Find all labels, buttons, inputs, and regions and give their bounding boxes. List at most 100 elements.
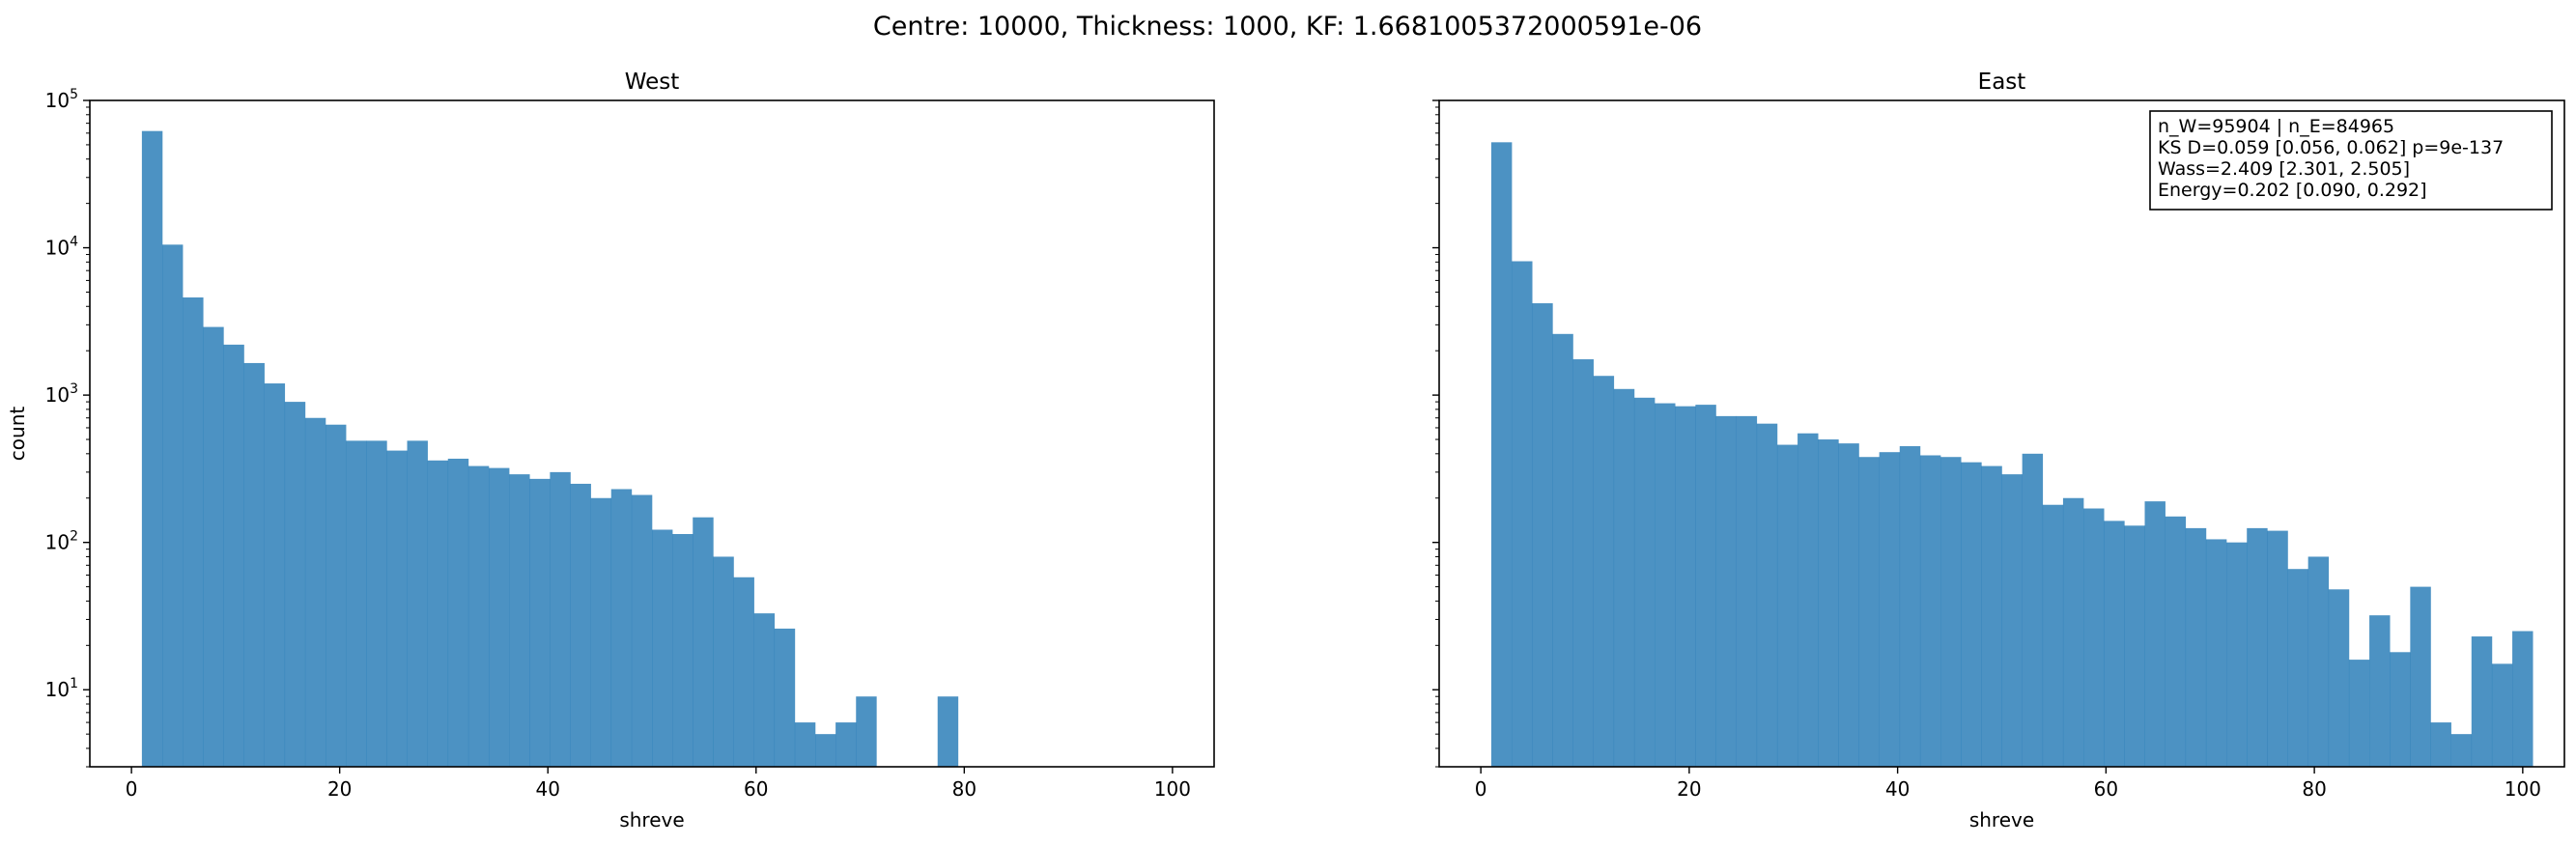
- x-axis-label: shreve: [1969, 808, 2034, 831]
- histogram-bar: [550, 471, 571, 767]
- histogram-bar: [264, 383, 286, 767]
- histogram-bar: [693, 517, 714, 767]
- histogram-bar: [2062, 497, 2084, 767]
- x-tick-label: 80: [2302, 777, 2326, 801]
- histogram-bar: [1675, 406, 1696, 767]
- histogram-bar: [2001, 474, 2023, 767]
- histogram-bar: [2267, 530, 2288, 767]
- x-tick-label: 80: [952, 777, 977, 801]
- histogram-bar: [1633, 397, 1656, 767]
- histogram-bar: [672, 533, 694, 767]
- axes-title: East: [1978, 70, 2026, 95]
- histogram-bar: [753, 613, 776, 767]
- histogram-bar: [529, 478, 551, 767]
- histogram-bar: [1899, 446, 1921, 767]
- histogram-bar: [1655, 403, 1676, 767]
- histogram-bar: [1798, 433, 1819, 767]
- histogram-bar: [1593, 376, 1615, 767]
- histogram-bar: [2328, 589, 2350, 767]
- histogram-bar: [366, 440, 387, 767]
- histogram-bar: [1879, 452, 1901, 767]
- histogram-bar: [815, 734, 836, 767]
- histogram-bar: [1776, 444, 1798, 767]
- histogram-bar: [386, 450, 408, 767]
- histogram-bar: [1572, 359, 1594, 767]
- histogram-bar: [2205, 539, 2227, 767]
- histogram-bar: [183, 297, 204, 767]
- histogram-bar: [794, 722, 816, 767]
- histogram-bar: [2307, 556, 2330, 767]
- y-tick-label: 101: [45, 676, 78, 701]
- histogram-bar: [162, 244, 184, 767]
- histogram-bar: [2247, 527, 2268, 767]
- histogram-bar: [326, 424, 347, 767]
- histogram-bar: [2144, 501, 2166, 767]
- histogram-bar: [1961, 462, 1982, 767]
- x-axis-label: shreve: [619, 808, 684, 831]
- histogram-bar: [1919, 455, 1941, 767]
- histogram-bar: [590, 497, 612, 767]
- histogram-bar: [2083, 508, 2105, 767]
- histogram-bar: [774, 628, 796, 767]
- histogram-bar: [631, 494, 653, 767]
- histogram-bar: [1715, 415, 1737, 767]
- x-tick-label: 0: [126, 777, 138, 801]
- y-tick-label: 102: [45, 529, 78, 554]
- histogram-bar: [284, 402, 306, 767]
- histogram-bar: [1838, 443, 1859, 767]
- histogram-bar: [570, 483, 591, 767]
- x-tick-label: 60: [744, 777, 768, 801]
- histogram-bar: [2471, 636, 2493, 767]
- figure-title: Centre: 10000, Thickness: 1000, KF: 1.66…: [873, 12, 1702, 42]
- axes-frame: [1438, 99, 2565, 768]
- axes-frame: [89, 99, 1215, 768]
- histogram-bar: [1858, 457, 1880, 767]
- histogram-bar: [509, 474, 530, 767]
- stats-line: Energy=0.202 [0.090, 0.292]: [2158, 180, 2427, 201]
- histogram-bar: [856, 696, 877, 767]
- x-tick-label: 100: [1154, 777, 1191, 801]
- histogram-bar: [1981, 465, 2002, 767]
- x-tick-label: 20: [327, 777, 352, 801]
- histogram-bar: [141, 130, 163, 768]
- histogram-bar: [733, 577, 754, 767]
- west-panel: 0 20 40 60 80 100 101 102 103 104 105 West shreve cou…: [6, 70, 1215, 831]
- histogram-bar: [203, 326, 224, 767]
- histogram-bar: [447, 458, 469, 767]
- histogram-bar: [1613, 388, 1635, 767]
- histogram-bar: [2185, 527, 2207, 767]
- histogram-bar: [1756, 423, 1778, 767]
- histogram-bar: [2390, 652, 2411, 767]
- east-panel: 0 20 40 60 80 100 East shreve n_W=95904 | n_E=84…: [1432, 70, 2565, 831]
- x-tick-label: 40: [535, 777, 559, 801]
- histogram-bar: [489, 467, 510, 767]
- histogram-bar: [2450, 734, 2473, 767]
- x-tick-label: 20: [1677, 777, 1701, 801]
- histogram-bar: [1940, 457, 1962, 767]
- histogram-bar: [1532, 303, 1553, 767]
- histogram-bar: [243, 362, 265, 767]
- stats-line: KS D=0.059 [0.056, 0.062] p=9e-137: [2158, 137, 2504, 158]
- histogram-bar: [2022, 453, 2044, 767]
- histogram-bar: [652, 529, 673, 767]
- histogram-bar: [1552, 333, 1573, 767]
- histogram-bar: [1490, 142, 1513, 767]
- x-tick-label: 60: [2094, 777, 2118, 801]
- y-axis-label: count: [6, 407, 29, 462]
- histogram-bar: [223, 344, 244, 767]
- histogram-bar: [2348, 660, 2370, 767]
- histogram-bar: [2430, 722, 2451, 767]
- x-tick-label: 100: [2505, 777, 2541, 801]
- y-tick-label: 105: [45, 87, 78, 112]
- histogram-bar: [2287, 569, 2308, 767]
- y-tick-label: 103: [45, 381, 78, 407]
- y-tick-label: 104: [45, 235, 78, 260]
- histogram-bar: [2042, 504, 2064, 767]
- stats-line: Wass=2.409 [2.301, 2.505]: [2158, 158, 2410, 180]
- axes-title: West: [625, 70, 680, 95]
- histogram-bar: [304, 417, 326, 767]
- histogram-bar: [2104, 521, 2125, 767]
- x-tick-label: 40: [1885, 777, 1910, 801]
- histogram-bar: [610, 489, 633, 767]
